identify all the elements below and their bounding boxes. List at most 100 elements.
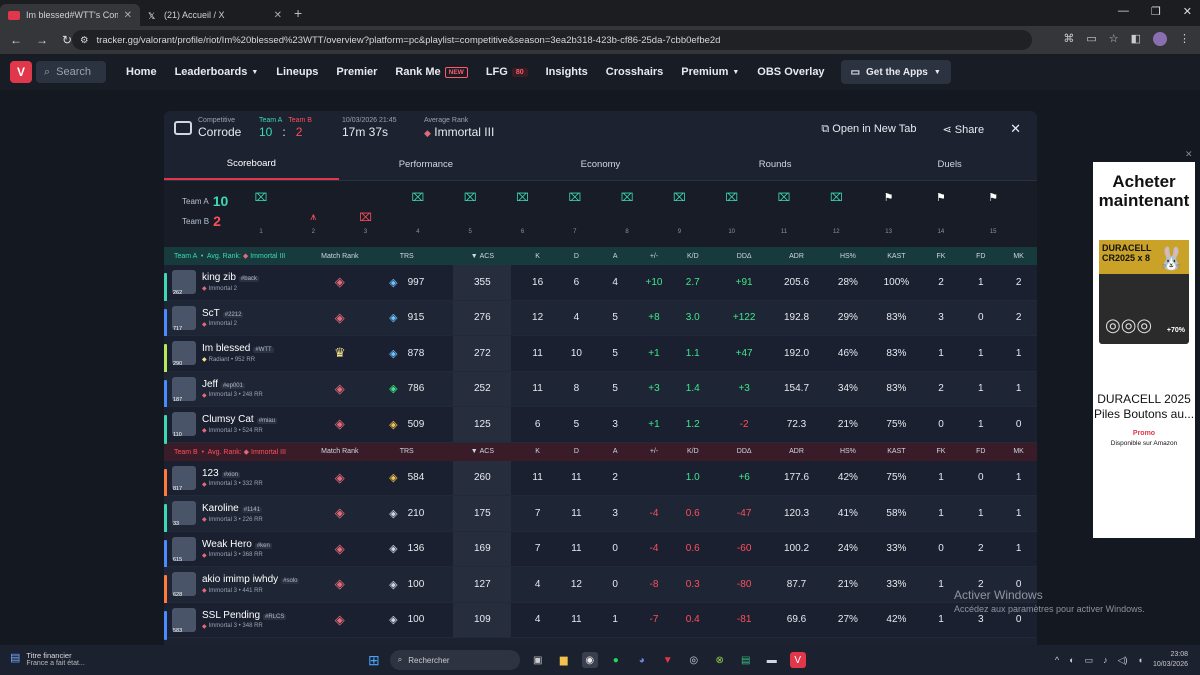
player-name[interactable]: Clumsy Cat xyxy=(202,414,254,426)
maximize-icon[interactable]: ❐ xyxy=(1150,6,1161,18)
nav-insights[interactable]: Insights xyxy=(546,66,588,78)
player-cell[interactable]: 817 123 #xion ◆ Immortal 3 • 332 RR xyxy=(164,465,319,498)
taskbar-search[interactable]: ⌕ Rechercher xyxy=(389,650,520,670)
col-kast[interactable]: KAST xyxy=(887,448,906,455)
riot-client-icon[interactable]: ▼ xyxy=(662,654,673,666)
table-row[interactable]: 290 Im blessed #WTT ◆ Radiant • 952 RR ♛ ◈ 878 2… xyxy=(164,336,1037,374)
ad-close-icon[interactable]: ✕ xyxy=(1185,149,1193,159)
news-widget[interactable]: ▤ Titre financier France a fait état... xyxy=(10,651,85,667)
col-fd[interactable]: FD xyxy=(976,448,986,455)
task-view-icon[interactable]: ▣ xyxy=(533,654,543,666)
spotify-icon[interactable]: ● xyxy=(612,654,619,666)
new-tab-icon[interactable]: + xyxy=(294,5,303,21)
col-trs[interactable]: TRS xyxy=(399,448,414,455)
player-cell[interactable]: 628 akio imimp iwhdy #solo ◆ Immortal 3 • 44… xyxy=(164,572,319,605)
nav-leaderboards[interactable]: Leaderboards ▼ xyxy=(175,66,259,78)
player-name[interactable]: Karoline xyxy=(202,503,239,515)
col-trs[interactable]: TRS xyxy=(399,252,414,260)
round-13[interactable]: ⚑ 13 xyxy=(879,191,899,235)
table-row[interactable]: 717 ScT #2212 ◆ Immortal 2 ◈ ◈ 915 276 12 4 5 +8 3.0 +… xyxy=(164,300,1037,338)
windows-start-icon[interactable]: ⊞ xyxy=(368,651,380,668)
translate-icon[interactable]: ⌘ xyxy=(1063,33,1075,45)
player-name[interactable]: SSL Pending xyxy=(202,609,261,621)
round-9[interactable]: ⌧ 9 xyxy=(669,191,689,235)
round-14[interactable]: ⚑ 14 xyxy=(931,191,951,235)
close-window-icon[interactable]: ✕ xyxy=(1182,6,1192,18)
tab-economy[interactable]: Economy xyxy=(513,149,688,180)
share-button[interactable]: ⋖ Share xyxy=(942,123,984,136)
tab-performance[interactable]: Performance xyxy=(339,149,514,180)
table-row[interactable]: 33 Karoline #1141 ◆ Immortal 3 • 226 RR ◈ ◈ 210… xyxy=(164,496,1037,534)
round-6[interactable]: ⌧ 6 xyxy=(513,191,533,235)
search-button[interactable]: ⌕ Search xyxy=(36,61,106,83)
col-a[interactable]: A xyxy=(612,448,618,455)
tab-rounds[interactable]: Rounds xyxy=(688,149,863,180)
game-launcher-icon[interactable]: ▤ xyxy=(741,654,751,666)
player-cell[interactable]: 615 Weak Hero #ken ◆ Immortal 3 • 368 RR xyxy=(164,536,319,569)
cast-icon[interactable]: ▭ xyxy=(1086,33,1097,45)
mic-icon[interactable]: ♪ xyxy=(1103,655,1108,665)
reload-icon[interactable]: ↻ xyxy=(62,33,73,47)
advertisement[interactable]: Acheter maintenant DURACELL CR2025 x 8 🐰… xyxy=(1093,162,1195,538)
open-new-tab-button[interactable]: ⧉ Open in New Tab xyxy=(821,123,916,136)
player-name[interactable]: Weak Hero xyxy=(202,538,252,550)
col-d[interactable]: D xyxy=(573,448,579,455)
round-15[interactable]: ⚑ 15 xyxy=(983,191,1003,235)
close-tab-icon[interactable]: ✕ xyxy=(123,9,132,21)
col-fk[interactable]: FK xyxy=(936,252,946,260)
bookmark-star-icon[interactable]: ☆ xyxy=(1108,33,1119,45)
tracker-logo-icon[interactable]: V xyxy=(10,61,32,83)
nav-obs-overlay[interactable]: OBS Overlay xyxy=(757,66,824,78)
site-info-icon[interactable]: ⚙ xyxy=(80,34,89,46)
nav-home[interactable]: Home xyxy=(126,66,157,78)
table-row[interactable]: 110 Clumsy Cat #miau ◆ Immortal 3 • 524 RR ◈ ◈… xyxy=(164,407,1037,445)
player-name[interactable]: Im blessed xyxy=(202,343,251,355)
round-2[interactable]: ⩚ 2 xyxy=(303,191,323,235)
close-tab-icon[interactable]: ✕ xyxy=(273,9,282,21)
round-7[interactable]: ⌧ 7 xyxy=(565,191,585,235)
col-acs[interactable]: ▼ ACS xyxy=(453,443,511,461)
col-mk[interactable]: MK xyxy=(1013,448,1024,455)
col-hs[interactable]: HS% xyxy=(839,252,856,260)
round-10[interactable]: ⌧ 10 xyxy=(722,191,742,235)
player-name[interactable]: king zib xyxy=(202,272,236,284)
tray-chevron-icon[interactable]: ^ xyxy=(1054,655,1060,665)
table-row[interactable]: 187 Jeff #ep001 ◆ Immortal 3 • 248 RR ◈ ◈ 786 25… xyxy=(164,371,1037,409)
player-cell[interactable]: 262 king zib #back ◆ Immortal 2 xyxy=(164,270,319,303)
tab-duels[interactable]: Duels xyxy=(862,149,1037,180)
col-dd[interactable]: DDΔ xyxy=(736,252,752,260)
player-cell[interactable]: 110 Clumsy Cat #miau ◆ Immortal 3 • 524 RR xyxy=(164,412,319,445)
col-plus-minus[interactable]: +/- xyxy=(649,252,659,260)
nav-premier[interactable]: Premier xyxy=(336,66,377,78)
player-name[interactable]: 123 xyxy=(202,467,219,479)
col-hs[interactable]: HS% xyxy=(839,448,856,455)
nav-lfg[interactable]: LFG 80 xyxy=(486,66,528,78)
player-name[interactable]: Jeff xyxy=(202,378,218,390)
browser-tab-x[interactable]: 𝕏 (21) Accueil / X ✕ xyxy=(140,4,290,26)
player-cell[interactable]: 583 SSL Pending #RLCS ◆ Immortal 3 • 348 RR xyxy=(164,607,319,640)
player-name[interactable]: ScT xyxy=(202,307,220,319)
get-apps-button[interactable]: ▭ Get the Apps ▼ xyxy=(840,60,951,84)
discord-icon[interactable]: ◕ xyxy=(638,654,645,666)
table-row[interactable]: 262 king zib #back ◆ Immortal 2 ◈ ◈ 997 355 16 6 4 +… xyxy=(164,265,1037,303)
col-fd[interactable]: FD xyxy=(976,252,986,260)
col-kd[interactable]: K/D xyxy=(686,252,699,260)
close-icon[interactable]: ✕ xyxy=(1010,121,1021,136)
col-d[interactable]: D xyxy=(573,252,579,260)
url-field[interactable]: ⚙ tracker.gg/valorant/profile/riot/Im%20… xyxy=(72,30,1032,50)
col-mk[interactable]: MK xyxy=(1013,252,1024,260)
round-8[interactable]: ⌧ 8 xyxy=(617,191,637,235)
col-acs[interactable]: ▼ ACS xyxy=(453,247,511,265)
col-fk[interactable]: FK xyxy=(936,448,946,455)
player-cell[interactable]: 187 Jeff #ep001 ◆ Immortal 3 • 248 RR xyxy=(164,376,319,409)
round-1[interactable]: ⌧ 1 xyxy=(251,191,271,235)
col-kd[interactable]: K/D xyxy=(686,448,699,455)
nav-lineups[interactable]: Lineups xyxy=(276,66,318,78)
player-cell[interactable]: 717 ScT #2212 ◆ Immortal 2 xyxy=(164,305,319,338)
nav-premium[interactable]: Premium ▼ xyxy=(681,66,739,78)
wifi-icon[interactable]: ◖ xyxy=(1137,655,1143,665)
col-a[interactable]: A xyxy=(612,252,618,260)
col-plus-minus[interactable]: +/- xyxy=(649,448,659,455)
tab-scoreboard[interactable]: Scoreboard xyxy=(164,149,339,180)
col-dd[interactable]: DDΔ xyxy=(736,448,752,455)
